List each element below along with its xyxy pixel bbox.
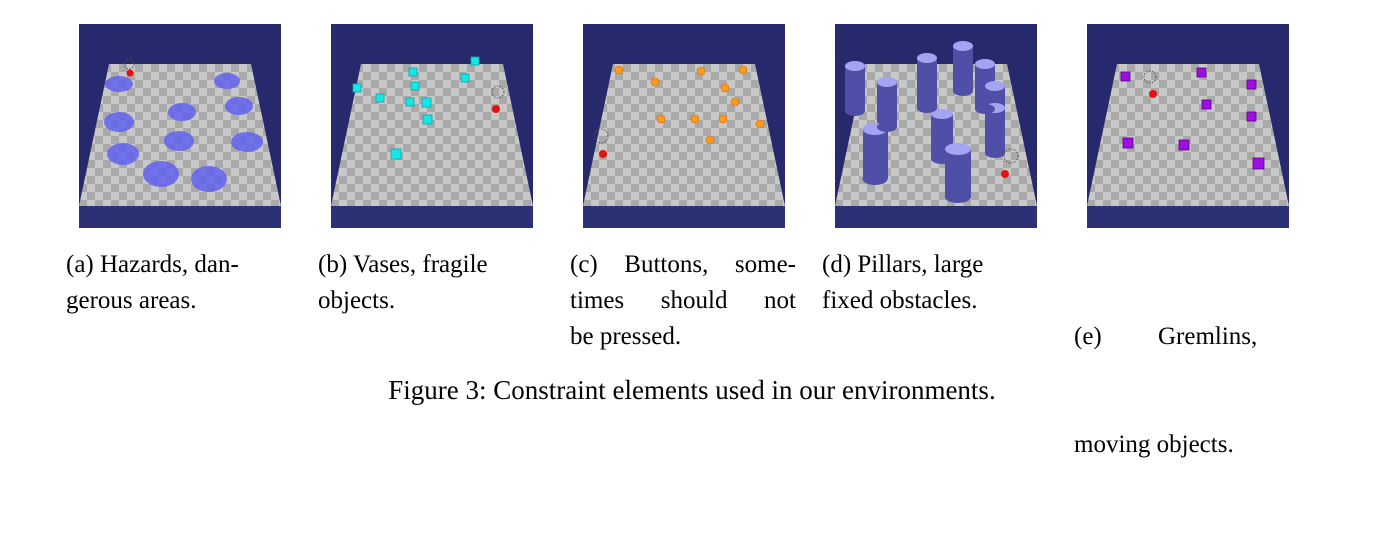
hazards-scene-image xyxy=(79,24,281,228)
hazard-areas xyxy=(104,73,263,192)
panel-buttons xyxy=(583,24,785,228)
figure-caption: Figure 3: Constraint elements used in ou… xyxy=(388,375,996,405)
caption-c: (c) Buttons, some- times should not be p… xyxy=(570,247,796,355)
vases-scene-image xyxy=(331,24,533,228)
button-objects xyxy=(614,65,765,145)
agent-icon xyxy=(1001,170,1009,178)
panel-gremlins xyxy=(1087,24,1289,228)
caption-line: (c) Buttons, some- xyxy=(570,251,796,278)
caption-line: be pressed. xyxy=(570,323,682,350)
gremlins-scene-image xyxy=(1087,24,1289,228)
panel-pillars xyxy=(835,24,1037,228)
figure-3: (a) Hazards, dan- gerous areas. (b) Vase… xyxy=(66,24,1289,458)
vase-objects xyxy=(352,56,480,160)
caption-line: (b) Vases, fragile xyxy=(318,251,488,278)
panel-vases xyxy=(331,24,533,228)
agent-icon xyxy=(492,105,500,113)
gremlin-objects xyxy=(1120,67,1265,170)
caption-line: (a) Hazards, dan- xyxy=(66,251,239,278)
buttons-scene-image xyxy=(583,24,785,228)
caption-line: moving objects. xyxy=(1074,431,1234,458)
caption-line: objects. xyxy=(318,287,396,314)
caption-d: (d) Pillars, large fixed obstacles. xyxy=(822,247,1054,319)
caption-line: fixed obstacles. xyxy=(822,287,978,314)
caption-line: times should not xyxy=(570,287,796,314)
pillar-objects xyxy=(845,41,1005,203)
pillars-scene-image xyxy=(835,24,1037,228)
caption-line: gerous areas. xyxy=(66,287,197,314)
agent-icon xyxy=(599,150,607,158)
agent-icon xyxy=(1149,90,1157,98)
caption-a: (a) Hazards, dan- gerous areas. xyxy=(66,247,298,319)
panel-hazards xyxy=(79,24,281,228)
agent-icon xyxy=(126,69,134,77)
caption-line: (d) Pillars, large xyxy=(822,251,984,278)
caption-b: (b) Vases, fragile objects. xyxy=(318,247,550,319)
caption-line: (e) Gremlins, xyxy=(1074,323,1258,350)
